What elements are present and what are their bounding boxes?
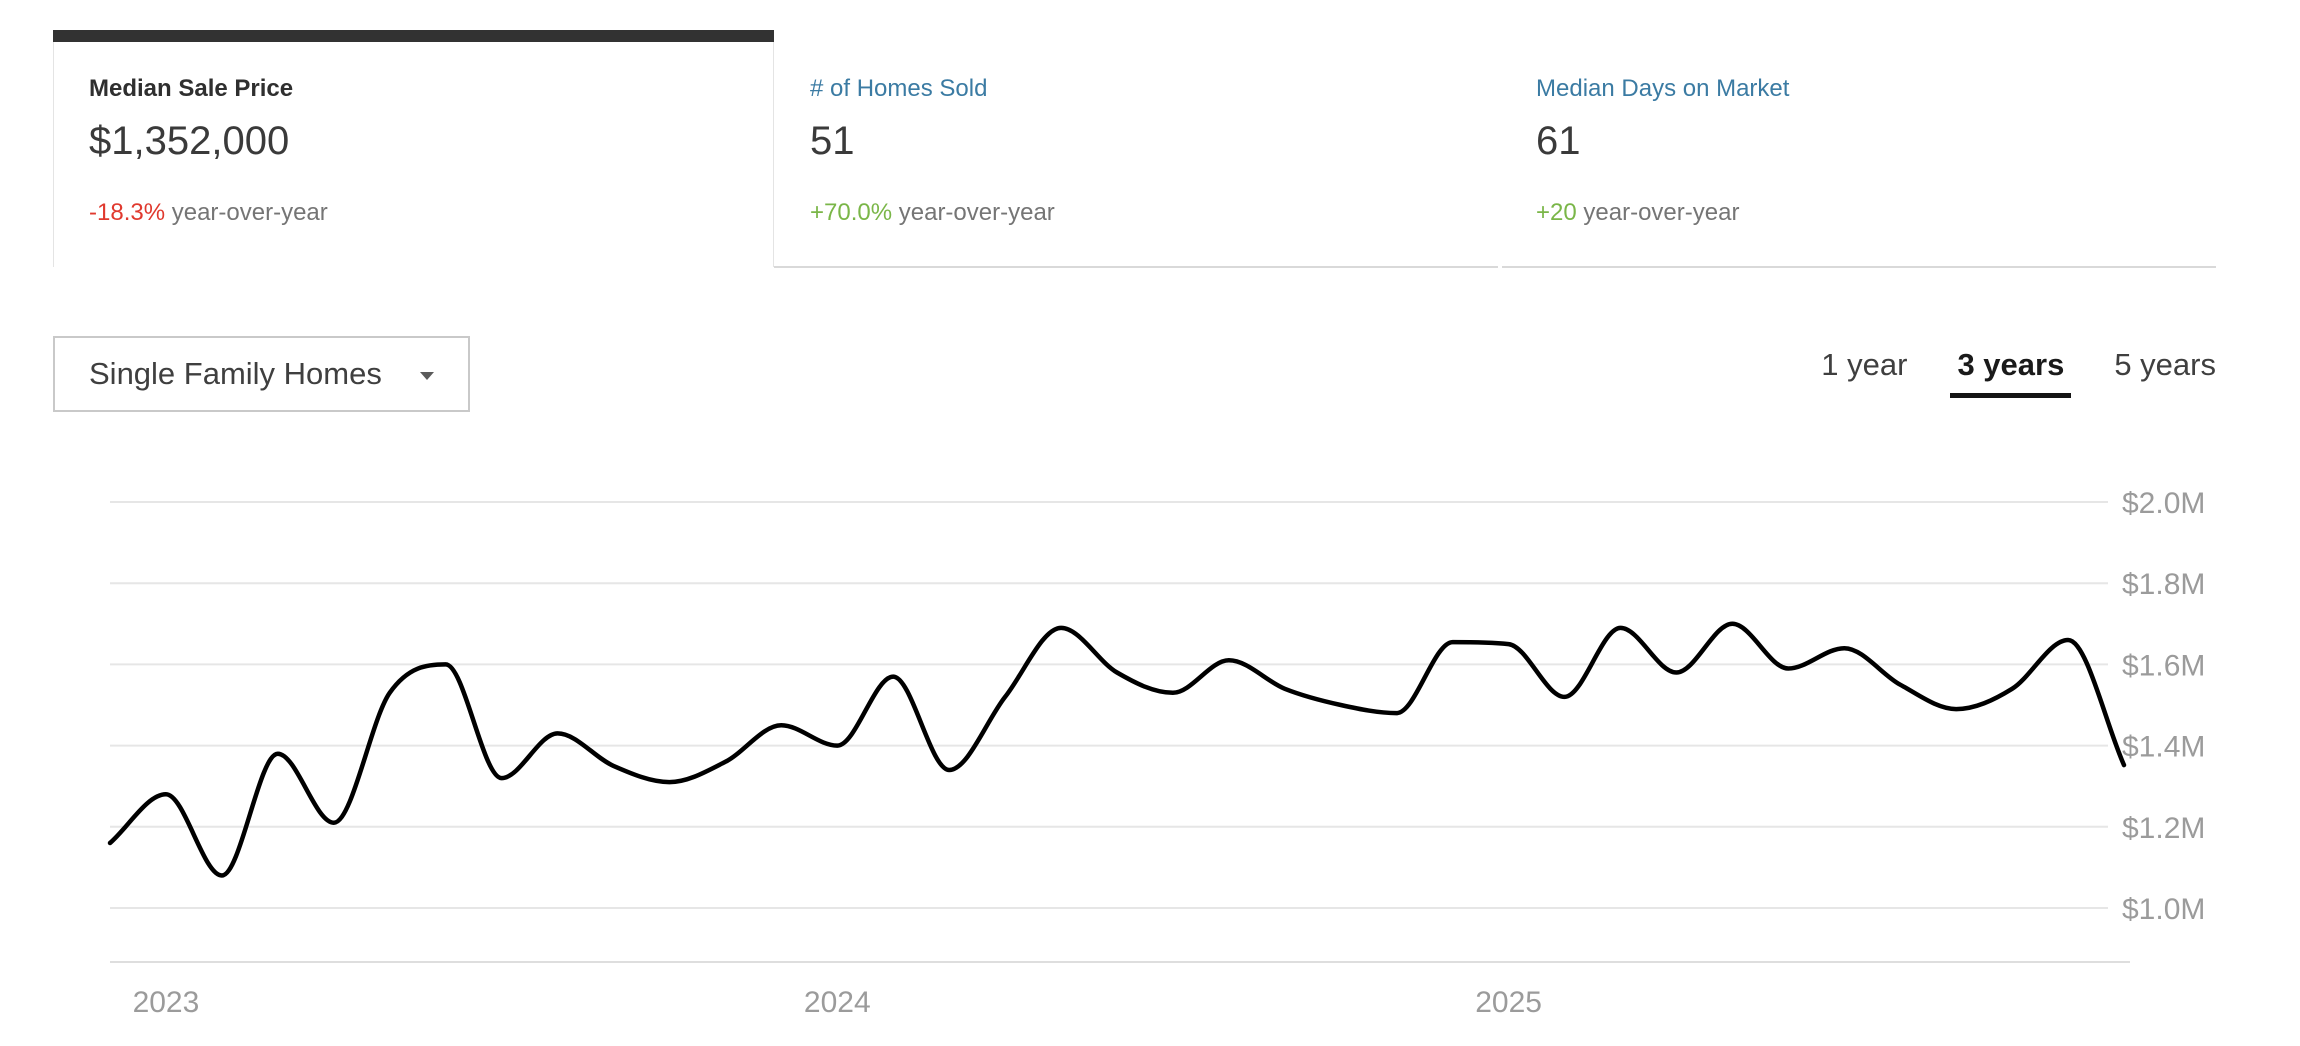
y-axis-label: $1.0M: [2122, 893, 2205, 926]
change-percent: +70.0%: [810, 199, 893, 226]
tab-change-homes-sold: +70.0% year-over-year: [810, 198, 1055, 228]
property-type-dropdown[interactable]: Single Family Homes: [53, 336, 470, 412]
y-axis-label: $1.2M: [2122, 812, 2205, 845]
time-range-selector: 1 year 3 years 5 years: [1814, 346, 2223, 398]
change-suffix: year-over-year: [1576, 199, 1740, 226]
tab-value-homes-sold: 51: [810, 119, 855, 163]
tab-change-median-days-on-market: +20 year-over-year: [1536, 198, 1739, 228]
active-tab-indicator: [53, 30, 774, 42]
y-axis-label: $1.6M: [2122, 649, 2205, 682]
tab-value-median-sale-price: $1,352,000: [89, 119, 290, 163]
price-line[interactable]: [107, 621, 2127, 878]
active-tab-left-border: [53, 42, 54, 267]
tab-label-homes-sold[interactable]: # of Homes Sold: [810, 75, 988, 102]
tab-value-median-days-on-market: 61: [1536, 119, 1581, 163]
y-axis-label: $2.0M: [2122, 487, 2205, 520]
tab-homes-sold[interactable]: [774, 30, 1500, 268]
range-option-3-years[interactable]: 3 years: [1950, 346, 2072, 398]
x-axis-label: 2024: [804, 986, 871, 1019]
change-suffix: year-over-year: [165, 199, 328, 226]
range-option-1-year[interactable]: 1 year: [1821, 347, 1908, 382]
tab-label-median-days-on-market[interactable]: Median Days on Market: [1536, 75, 1790, 102]
x-axis-label: 2023: [133, 986, 200, 1019]
tab-divider-line: [1502, 266, 2216, 268]
change-percent: -18.3%: [89, 199, 166, 226]
tab-label-median-sale-price[interactable]: Median Sale Price: [89, 75, 294, 102]
y-axis-label: $1.8M: [2122, 568, 2205, 601]
y-axis-label: $1.4M: [2122, 731, 2205, 764]
x-axis-label: 2025: [1475, 986, 1542, 1019]
property-type-value: Single Family Homes: [89, 356, 382, 391]
range-option-5-years[interactable]: 5 years: [2114, 347, 2216, 382]
change-percent: +20: [1536, 199, 1577, 226]
change-suffix: year-over-year: [892, 199, 1055, 226]
tab-change-median-sale-price: -18.3% year-over-year: [89, 198, 328, 228]
tab-divider-line: [774, 266, 1498, 268]
active-tab-right-border: [773, 42, 774, 267]
tab-median-days-on-market[interactable]: [1500, 30, 2216, 268]
chevron-down-icon: [420, 372, 434, 380]
